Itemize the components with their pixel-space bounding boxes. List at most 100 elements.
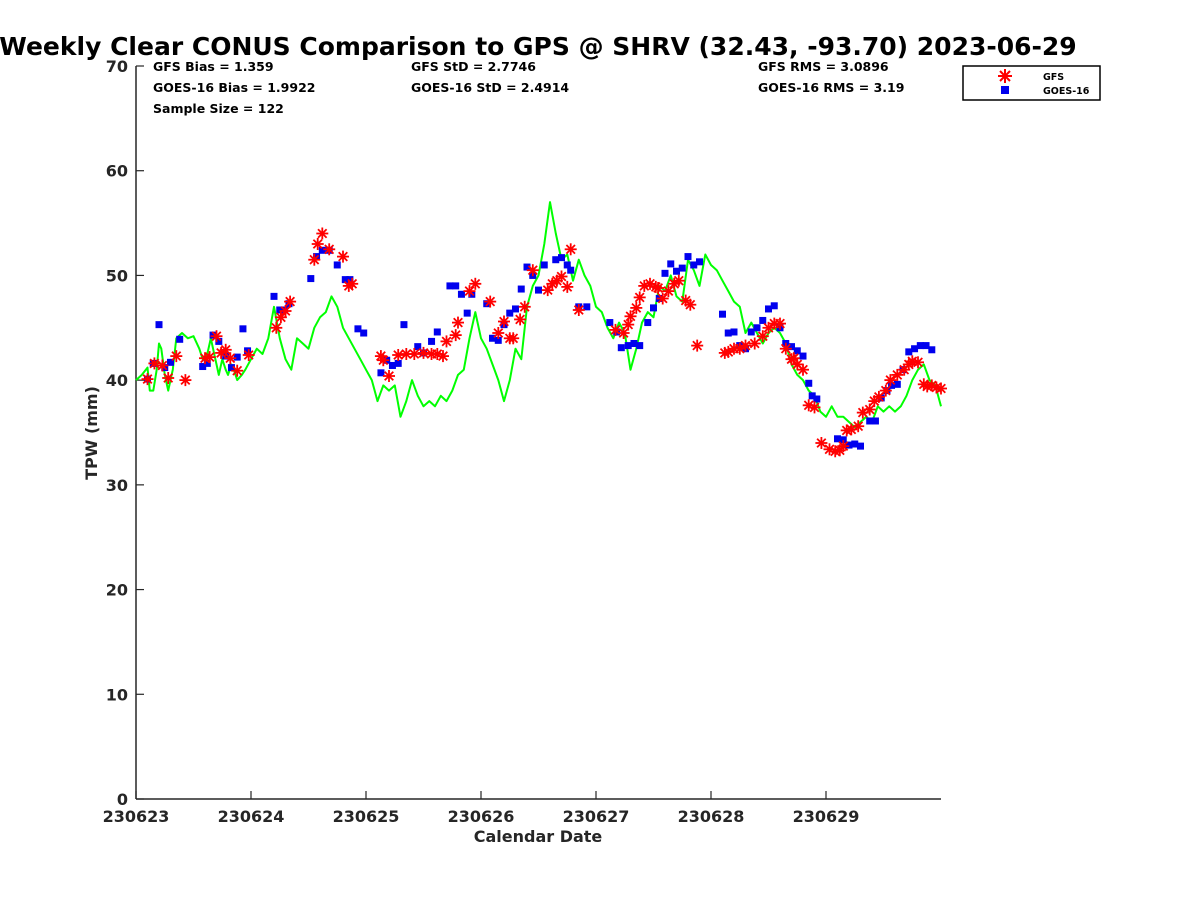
y-tick-label: 40 bbox=[106, 371, 128, 390]
goes-data-point bbox=[400, 321, 408, 329]
gfs-data-point bbox=[514, 313, 527, 326]
goes-data-point bbox=[517, 285, 525, 293]
gfs-data-point bbox=[684, 298, 697, 311]
gfs-data-point bbox=[748, 337, 761, 350]
goes-data-point bbox=[215, 337, 223, 345]
gfs-data-point bbox=[774, 317, 786, 330]
goes-data-point bbox=[813, 395, 821, 403]
goes-data-point bbox=[630, 339, 638, 347]
x-tick-label: 230627 bbox=[563, 807, 630, 826]
goes-data-point bbox=[805, 379, 813, 387]
gfs-std-stat: GFS StD = 2.7746 bbox=[411, 59, 536, 74]
gfs-data-point bbox=[437, 350, 449, 363]
gfs-data-point bbox=[270, 321, 283, 334]
goes-data-point bbox=[583, 303, 591, 311]
goes-data-point bbox=[552, 256, 560, 264]
y-tick-label: 50 bbox=[106, 266, 128, 285]
goes-data-point bbox=[845, 441, 853, 449]
gfs-data-point bbox=[316, 227, 329, 240]
goes-data-point bbox=[724, 329, 732, 337]
goes-data-point bbox=[167, 358, 174, 366]
gfs-data-point bbox=[484, 295, 497, 308]
gfs-data-point bbox=[203, 351, 216, 364]
gfs-data-point bbox=[656, 292, 669, 305]
gfs-data-point bbox=[308, 253, 321, 266]
goes-data-point bbox=[905, 348, 913, 356]
axes: 0 10 20 30 40 50 60 70 230623 230624 230625 230626 2… bbox=[103, 57, 941, 826]
goes-data-point bbox=[457, 290, 465, 298]
gfs-data-point bbox=[408, 348, 421, 360]
goes-data-point bbox=[851, 440, 859, 448]
goes-std-stat: GOES-16 StD = 2.4914 bbox=[411, 80, 569, 95]
goes-data-point bbox=[759, 316, 767, 324]
goes-data-point bbox=[696, 258, 703, 266]
goes-data-point bbox=[388, 361, 396, 369]
goes-data-point bbox=[414, 343, 422, 351]
goes-data-point bbox=[489, 334, 496, 342]
gfs-data-point bbox=[852, 420, 865, 433]
goes-data-point bbox=[222, 352, 230, 360]
goes-data-point bbox=[799, 352, 807, 360]
goes-data-point bbox=[866, 417, 874, 425]
goes-data-point bbox=[377, 369, 385, 377]
gfs-data-point bbox=[148, 357, 161, 370]
gfs-data-point bbox=[935, 382, 947, 395]
goes-data-point bbox=[270, 292, 278, 300]
goes-data-point bbox=[354, 325, 362, 333]
goes-data-point bbox=[690, 261, 698, 269]
gfs-data-point bbox=[633, 291, 646, 304]
goes-data-point bbox=[719, 310, 726, 318]
goes-data-point bbox=[857, 442, 864, 450]
goes-data-point bbox=[747, 328, 755, 336]
gfs-data-point bbox=[469, 277, 482, 290]
gfs-data-point bbox=[323, 243, 336, 256]
gfs-data-point bbox=[756, 330, 769, 343]
goes-data-point bbox=[446, 282, 454, 290]
legend-goes-label: GOES-16 bbox=[1043, 86, 1090, 97]
gfs-data-point bbox=[346, 277, 359, 290]
goes-data-point bbox=[624, 342, 632, 350]
sample-size-stat: Sample Size = 122 bbox=[153, 101, 284, 116]
gfs-data-point bbox=[808, 401, 821, 414]
gfs-data-point bbox=[617, 327, 630, 339]
gfs-data-point bbox=[392, 349, 405, 361]
gfs-data-point bbox=[879, 384, 892, 397]
gfs-data-point bbox=[279, 305, 292, 317]
gfs-data-point bbox=[815, 437, 828, 449]
goes-data-point bbox=[307, 275, 315, 283]
goes-data-point bbox=[650, 304, 657, 312]
goes-data-point bbox=[333, 261, 341, 269]
x-tick-label: 230629 bbox=[793, 807, 860, 826]
gfs-data-point bbox=[170, 350, 183, 363]
gps-series-line bbox=[135, 201, 942, 429]
goes-data-point bbox=[684, 253, 692, 261]
goes-data-point bbox=[793, 347, 801, 355]
x-tick-label: 230628 bbox=[678, 807, 745, 826]
gfs-data-point bbox=[561, 280, 574, 293]
gfs-data-point bbox=[630, 301, 643, 314]
gfs-data-point bbox=[691, 339, 704, 352]
goes-data-point bbox=[730, 328, 738, 336]
goes-data-point bbox=[209, 331, 217, 339]
goes-data-point bbox=[512, 305, 519, 313]
goes-data-point bbox=[808, 392, 816, 400]
goes-data-point bbox=[233, 353, 241, 361]
goes-data-point bbox=[394, 359, 402, 367]
y-tick-label: 20 bbox=[106, 581, 128, 600]
gfs-data-point bbox=[498, 315, 510, 328]
gfs-data-point bbox=[311, 238, 324, 250]
legend-goes-marker bbox=[1001, 86, 1009, 94]
gfs-data-point bbox=[863, 403, 876, 416]
goes-data-point bbox=[667, 260, 675, 268]
goes-data-point bbox=[788, 343, 795, 351]
goes-data-point bbox=[452, 282, 460, 290]
goes-data-point bbox=[765, 305, 772, 313]
gfs-data-point bbox=[652, 282, 665, 294]
gfs-data-point bbox=[219, 343, 232, 356]
goes-data-point bbox=[928, 346, 936, 354]
goes-data-point bbox=[433, 328, 441, 336]
gfs-data-point bbox=[787, 352, 800, 365]
goes-data-point bbox=[893, 380, 901, 388]
goes-data-point bbox=[563, 261, 571, 269]
